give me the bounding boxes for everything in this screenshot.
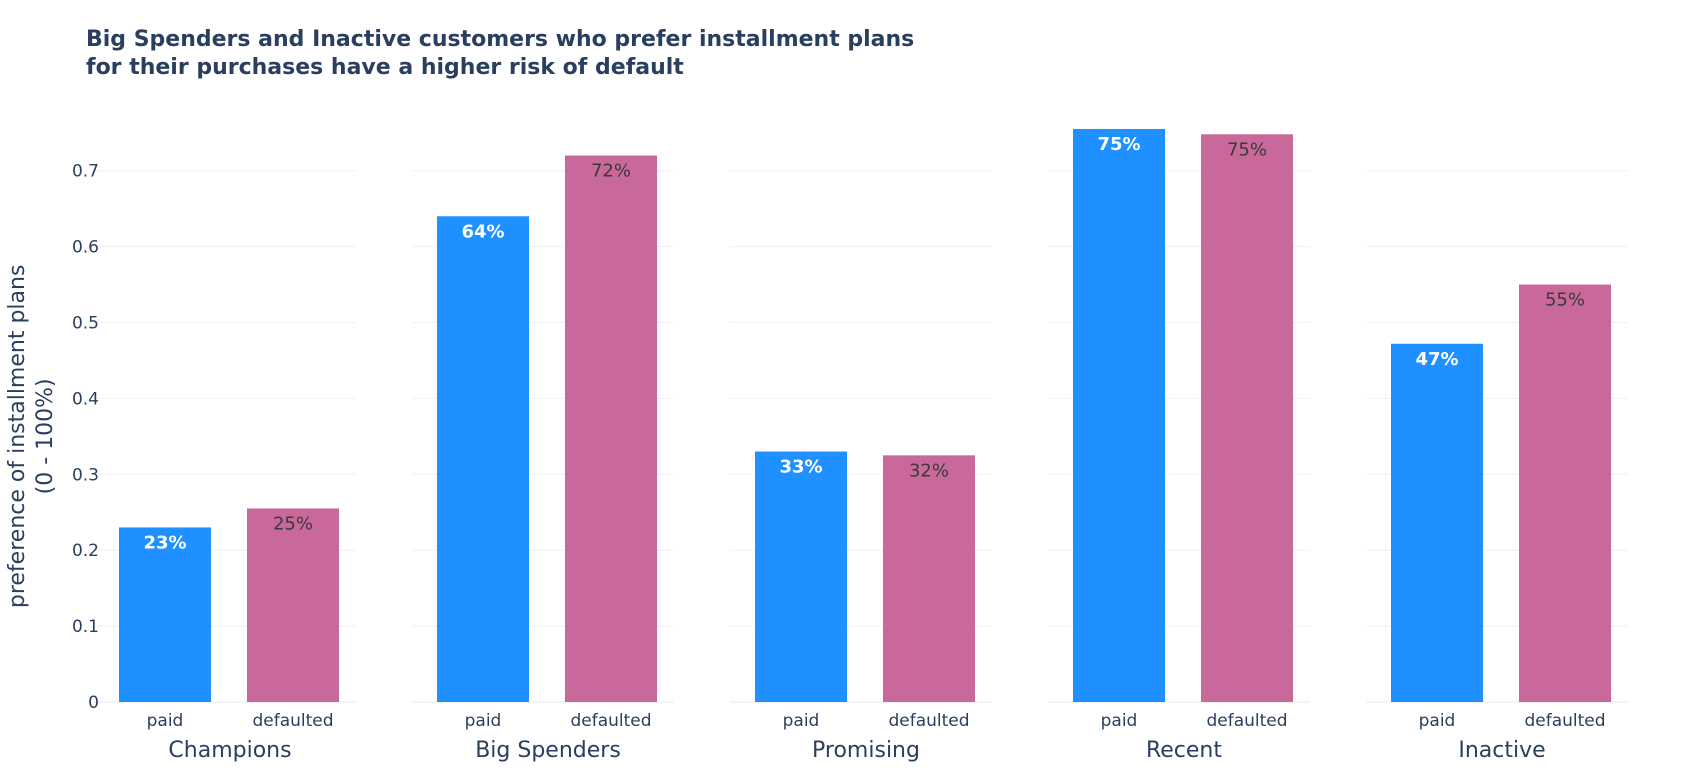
data-label: 23% bbox=[143, 532, 186, 553]
x-tick-label: defaulted bbox=[570, 711, 651, 731]
bars: 23% 25% 64% 72% 33% 32% 75% 75% 47% 55% bbox=[119, 128, 1611, 703]
segment-label: Champions bbox=[168, 738, 291, 763]
y-axis-title-line: (0 - 100%) bbox=[33, 378, 58, 494]
x-tick-label: defaulted bbox=[888, 711, 969, 731]
y-tick-label: 0.1 bbox=[72, 617, 99, 637]
bar-paid bbox=[437, 216, 529, 702]
data-label: 64% bbox=[461, 221, 504, 242]
x-tick-label: paid bbox=[147, 711, 184, 731]
y-tick-label: 0 bbox=[88, 693, 99, 713]
segment-label: Recent bbox=[1146, 738, 1222, 763]
y-tick-label: 0.2 bbox=[72, 541, 99, 561]
x-tick-label: paid bbox=[1419, 711, 1456, 731]
segment-label: Big Spenders bbox=[475, 738, 621, 763]
x-tick-label: defaulted bbox=[1206, 711, 1287, 731]
data-label: 75% bbox=[1227, 139, 1267, 160]
data-label: 33% bbox=[779, 457, 822, 478]
bar-defaulted bbox=[1201, 134, 1293, 703]
data-label: 55% bbox=[1545, 290, 1585, 311]
bar-paid bbox=[1073, 128, 1165, 702]
segment-label: Inactive bbox=[1458, 738, 1545, 763]
y-tick-label: 0.4 bbox=[72, 389, 99, 409]
y-axis-title-line: preference of installment plans bbox=[5, 265, 30, 609]
bar-defaulted bbox=[247, 508, 339, 702]
bar-paid bbox=[1391, 343, 1483, 702]
x-tick-label: defaulted bbox=[1524, 711, 1605, 731]
x-tick-label: paid bbox=[1101, 711, 1138, 731]
segment-label: Promising bbox=[812, 738, 920, 763]
y-tick-label: 0.7 bbox=[72, 162, 99, 182]
data-label: 72% bbox=[591, 161, 631, 182]
data-label: 47% bbox=[1415, 349, 1458, 370]
bar-defaulted bbox=[565, 155, 657, 703]
bar-defaulted bbox=[1519, 284, 1611, 702]
data-label: 25% bbox=[273, 513, 313, 534]
y-tick-label: 0.3 bbox=[72, 465, 99, 485]
x-tick-label: paid bbox=[783, 711, 820, 731]
x-tick-label: defaulted bbox=[252, 711, 333, 731]
bar-paid bbox=[119, 527, 211, 702]
chart-title-line-1: Big Spenders and Inactive customers who … bbox=[86, 27, 915, 52]
y-axis-title: preference of installment plans (0 - 100%… bbox=[5, 265, 58, 609]
chart-title: Big Spenders and Inactive customers who … bbox=[86, 26, 914, 82]
bar-defaulted bbox=[883, 455, 975, 702]
y-axis: 0 0.1 0.2 0.3 0.4 0.5 0.6 0.7 bbox=[72, 162, 99, 713]
x-axis: paid defaulted Champions paid defaulted Big S… bbox=[147, 711, 1606, 763]
chart-title-line-2: for their purchases have a higher risk o… bbox=[86, 55, 684, 80]
data-label: 32% bbox=[909, 460, 949, 481]
y-tick-label: 0.5 bbox=[72, 314, 99, 334]
x-tick-label: paid bbox=[465, 711, 502, 731]
data-label: 75% bbox=[1097, 134, 1140, 155]
bar-paid bbox=[755, 451, 847, 702]
y-tick-label: 0.6 bbox=[72, 238, 99, 258]
